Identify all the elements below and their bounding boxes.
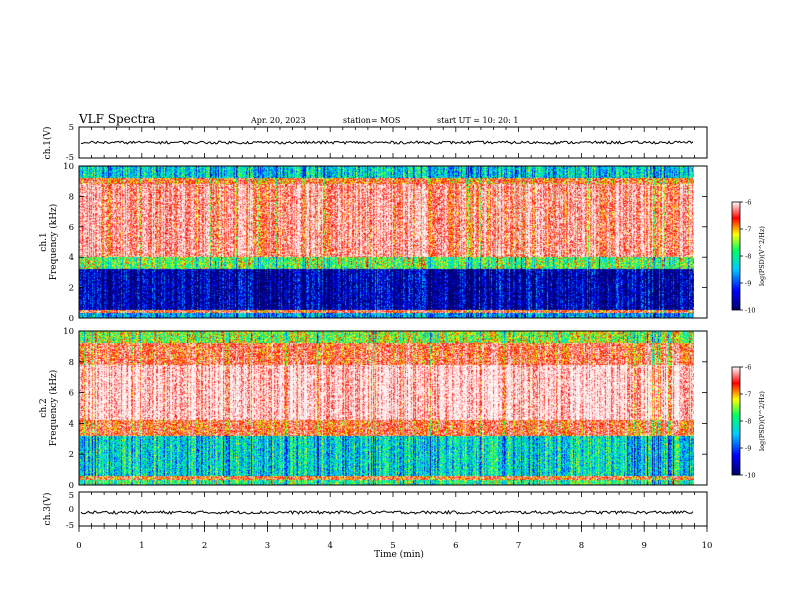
colorbar-tick-label: -9 [745, 280, 751, 288]
ytick-label: 6 [69, 389, 74, 399]
colorbar-tick-label: -7 [745, 391, 751, 399]
ch1-voltage-ticks [78, 127, 708, 158]
ytick-label: 10 [63, 162, 74, 172]
spec1-raster [79, 166, 694, 318]
colorbar-tick-label: -10 [745, 472, 755, 480]
colorbar-tick-label: -10 [745, 307, 755, 315]
ytick-label: 8 [69, 192, 74, 202]
time-axis: 0 1 2 3 4 5 6 7 8 9 10 [76, 526, 712, 551]
start-time-label: start UT = 10: 20: 1 [437, 116, 518, 125]
ch2-spectrogram-frame [78, 330, 708, 486]
ch2-colorbar-ticks: -6 -7 -8 -9 -10 [740, 364, 755, 480]
date-label: Apr. 20, 2023 [250, 116, 306, 125]
xtick-label: 5 [390, 541, 395, 551]
ch2-colorbar-gradient [731, 366, 741, 476]
ytick-label: 2 [69, 450, 74, 460]
time-axis-label: Time (min) [374, 549, 424, 560]
ch2-spectrogram-yticks: 0 2 4 6 8 10 [63, 327, 707, 491]
ch1-frequency-ylabel: Frequency (kHz) [48, 204, 59, 281]
ytick-label: 6 [69, 223, 74, 233]
station-label: station= MOS [343, 116, 400, 125]
ch2-colorbar: -6 -7 -8 -9 -10 log(PSD)(V^2/Hz) [731, 364, 766, 480]
ch3-voltage-ticks [78, 492, 708, 526]
ytick-label: 4 [69, 253, 74, 263]
ytick-label: 10 [63, 327, 74, 337]
xtick-label: 9 [641, 541, 646, 551]
ch2-spectrogram-panel: 0 2 4 6 8 10 ch.2 Frequency (kHz) -6 -7 -8 -9 -10… [39, 327, 766, 491]
ch2-frequency-ylabel: Frequency (kHz) [48, 370, 59, 447]
ch3-voltage-trace [80, 509, 694, 515]
ch1-channel-label: ch.1 [39, 232, 49, 251]
ch1-colorbar-ticks: -6 -7 -8 -9 -10 [740, 199, 755, 315]
colorbar-tick-label: -9 [745, 445, 751, 453]
xtick-label: 1 [139, 541, 144, 551]
colorbar-tick-label: -6 [745, 364, 751, 372]
colorbar-tick-label: -7 [745, 226, 751, 234]
ch1-ytick-top: 5 [69, 123, 74, 133]
ytick-label: 2 [69, 284, 74, 294]
ch3-voltage-ylabel: ch.3(V) [42, 493, 53, 526]
xtick-label: 7 [516, 541, 521, 551]
ch3-voltage-frame [78, 491, 708, 527]
colorbar-tick-label: -6 [745, 199, 751, 207]
ch3-ytick-top: 5 [69, 491, 74, 501]
ch1-ytick-bottom: -5 [66, 153, 74, 163]
ch2-colorbar-label: log(PSD)(V^2/Hz) [758, 391, 766, 451]
ch3-ytick-bottom: -5 [66, 521, 74, 531]
ch1-spectrogram-frame [78, 165, 708, 319]
ch1-colorbar-label: log(PSD)(V^2/Hz) [758, 226, 766, 286]
xtick-label: 0 [76, 541, 81, 551]
ch1-voltage-trace [80, 140, 694, 145]
ytick-label: 0 [69, 481, 74, 491]
xtick-label: 4 [327, 541, 332, 551]
xtick-label: 8 [579, 541, 584, 551]
ch2-channel-label: ch.2 [39, 398, 49, 417]
colorbar-tick-label: -8 [745, 253, 751, 261]
ytick-label: 0 [69, 314, 74, 324]
xtick-label: 6 [453, 541, 458, 551]
ch1-voltage-panel: 5 -5 ch.1(V) [42, 123, 708, 163]
ch3-ytick-mid: 0 [69, 505, 74, 515]
xtick-label: 10 [702, 541, 713, 551]
ytick-label: 8 [69, 358, 74, 368]
ch3-voltage-panel: 5 0 -5 ch.3(V) [42, 491, 708, 531]
xtick-label: 2 [202, 541, 207, 551]
ch1-spectrogram-image [79, 166, 694, 318]
xtick-label: 3 [265, 541, 270, 551]
figure-title: VLF Spectra [78, 112, 155, 126]
ch1-colorbar: -6 -7 -8 -9 -10 log(PSD)(V^2/Hz) [731, 199, 766, 315]
ch1-spectrogram-panel: 0 2 4 6 8 10 ch.1 Frequency (kHz) -6 -7 -8 -9 -10… [39, 162, 766, 324]
ch1-colorbar-gradient [731, 201, 741, 311]
colorbar-tick-label: -8 [745, 418, 751, 426]
ch1-spectrogram-yticks: 0 2 4 6 8 10 [63, 162, 707, 324]
ytick-label: 4 [69, 419, 74, 429]
spec2-raster [79, 331, 694, 485]
ch2-spectrogram-image [79, 331, 694, 485]
ch1-voltage-ylabel: ch.1(V) [42, 127, 53, 160]
